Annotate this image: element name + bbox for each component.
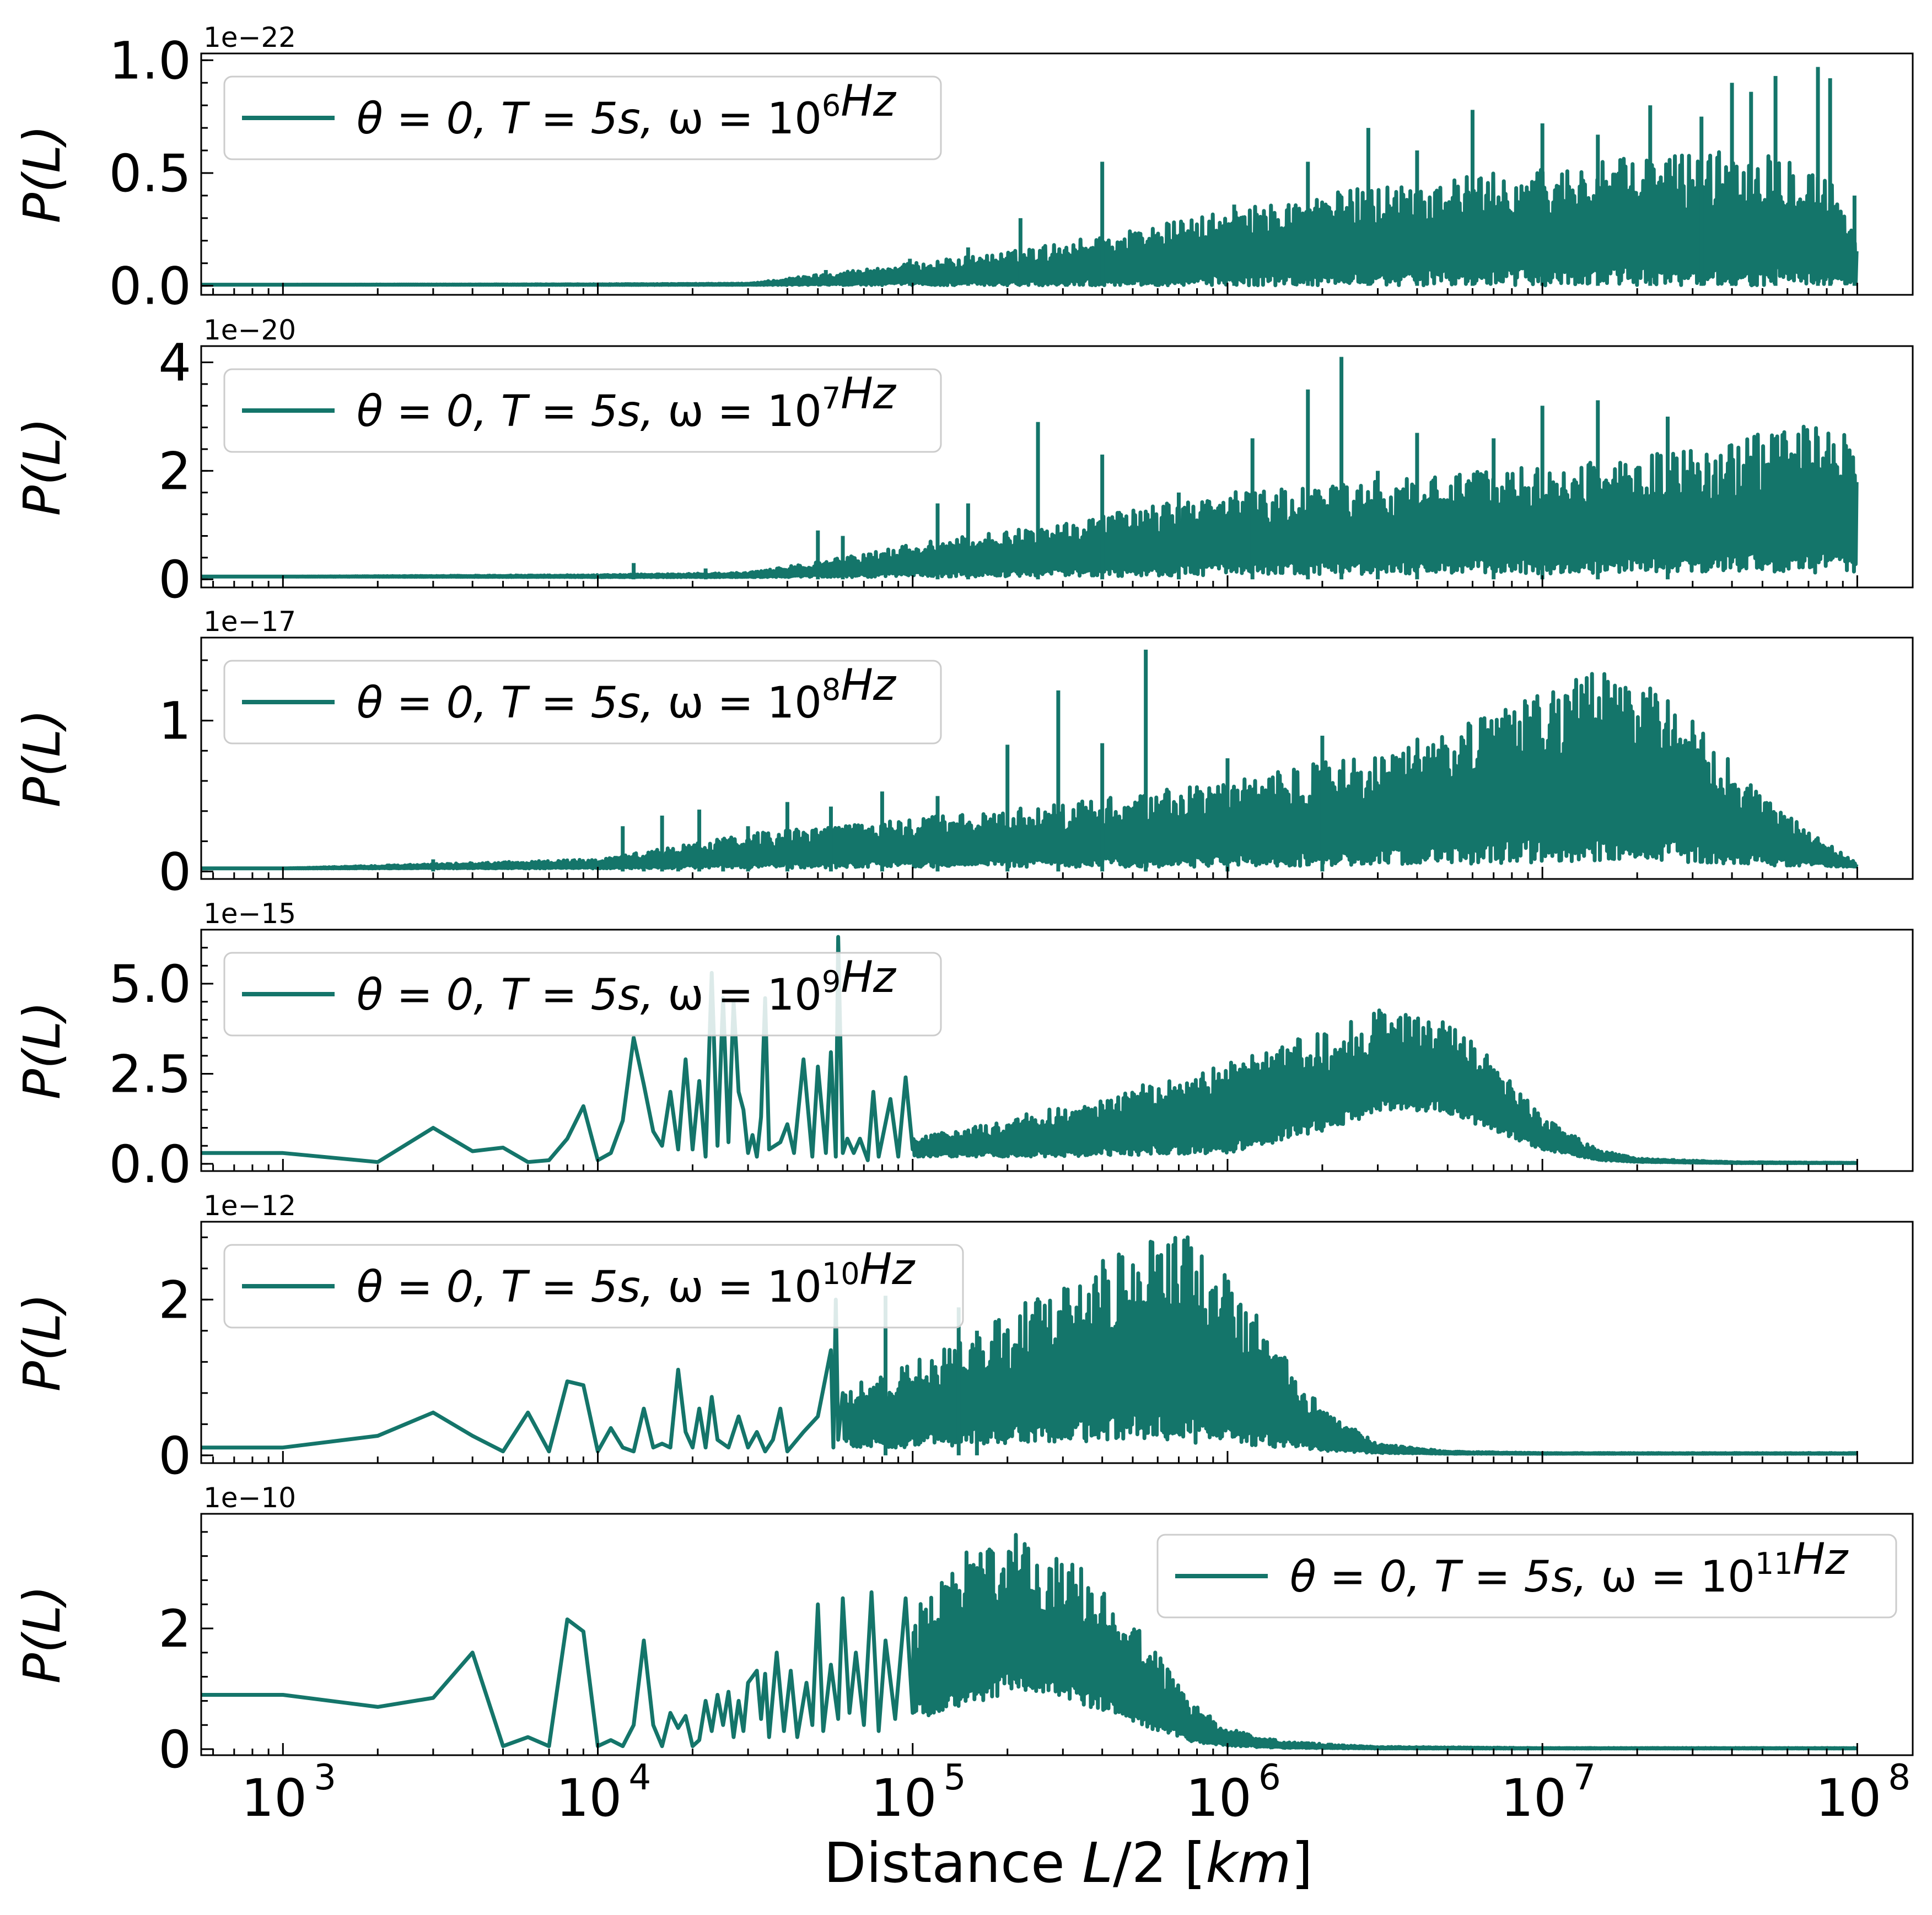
x-tick-label: 10 [871, 1768, 937, 1828]
offset-label: 1e−17 [203, 606, 296, 638]
x-tick-exponent: 8 [1888, 1757, 1911, 1798]
panels-group: 0.0 0.5 1.0 1e−22 P(L) θ = 0, T = 5s, ω = 106… [13, 21, 1914, 1828]
y-axis: 02 [158, 1236, 213, 1486]
panel-4: 0.0 2.5 5.0 1e−15 P(L) θ = 0, T = 5s, ω = 109… [13, 898, 1914, 1195]
legend-box [223, 952, 942, 1037]
x-axis [212, 1451, 1858, 1463]
y-tick-label: 0 [158, 842, 191, 902]
y-tick-label: 4 [158, 333, 191, 393]
series-group [201, 649, 1859, 872]
y-tick-label: 0.0 [109, 257, 192, 317]
legend: θ = 0, T = 5s, ω = 108Hz [223, 660, 942, 745]
x-tick-labels: 10 3 10 4 10 5 10 6 10 7 10 8 [241, 1757, 1911, 1828]
x-tick-label: 10 [1186, 1768, 1252, 1828]
legend-box [1156, 1534, 1897, 1619]
plot-frame [200, 1513, 1914, 1756]
plot-frame [200, 929, 1914, 1172]
series-group [201, 935, 1859, 1166]
x-tick-exponent: 7 [1573, 1757, 1596, 1798]
x-axis-label: Distance L/2 [km] [824, 1831, 1312, 1895]
y-axis: 0.0 2.5 5.0 [109, 929, 213, 1195]
offset-label: 1e−12 [203, 1190, 296, 1222]
legend-box [223, 75, 942, 160]
x-tick-exponent: 6 [1258, 1757, 1281, 1798]
y-tick-label: 1.0 [109, 31, 192, 91]
y-tick-label: 0.0 [109, 1135, 192, 1195]
y-tick-label: 2 [158, 441, 191, 501]
y-axis: 01 [158, 659, 213, 902]
series-line [201, 150, 1859, 288]
offset-label: 1e−22 [203, 21, 296, 53]
series-line [201, 935, 1859, 1166]
plot-frame [200, 1221, 1914, 1464]
x-tick-exponent: 5 [944, 1757, 966, 1798]
plot-frame [200, 636, 1914, 880]
y-tick-label: 0.5 [109, 144, 192, 204]
legend: θ = 0, T = 5s, ω = 109Hz [223, 952, 942, 1037]
y-axis: 02 [158, 1531, 213, 1780]
x-axis [212, 867, 1858, 879]
legend-label: θ = 0, T = 5s, ω = 106Hz [357, 77, 897, 144]
legend-box [223, 660, 942, 745]
offset-label: 1e−20 [203, 314, 296, 346]
series-group [201, 1235, 1859, 1456]
legend-box [223, 1244, 964, 1329]
legend: θ = 0, T = 5s, ω = 107Hz [223, 368, 942, 453]
svg-text:Distance L/2 [km]: Distance L/2 [km] [824, 1831, 1312, 1895]
y-tick-label: 2.5 [109, 1044, 192, 1104]
legend-label: θ = 0, T = 5s, ω = 1011Hz [1290, 1535, 1849, 1602]
y-axis-label: P(L) [13, 418, 72, 516]
x-tick-label: 10 [241, 1768, 307, 1828]
panel-2: 0 2 4 1e−20 P(L) θ = 0, T = 5s, ω = 107Hz [13, 314, 1914, 610]
x-axis [212, 283, 1858, 295]
series-group [201, 67, 1859, 288]
series-line [201, 1235, 1859, 1456]
x-tick-label: 10 [1500, 1768, 1567, 1828]
y-tick-label: 0 [158, 550, 191, 610]
x-tick-label: 10 [1816, 1768, 1882, 1828]
x-tick-label: 10 [556, 1768, 622, 1828]
y-axis-label: P(L) [13, 1001, 72, 1100]
legend-label: θ = 0, T = 5s, ω = 109Hz [357, 953, 897, 1020]
y-tick-label: 0 [158, 1720, 191, 1780]
legend-label: θ = 0, T = 5s, ω = 107Hz [357, 369, 897, 436]
panel-1: 0.0 0.5 1.0 1e−22 P(L) θ = 0, T = 5s, ω = 106… [13, 21, 1914, 317]
y-axis: 0.0 0.5 1.0 [109, 31, 213, 317]
series-line [201, 424, 1859, 579]
x-axis [212, 1743, 1858, 1755]
series-line [201, 1533, 1859, 1751]
x-axis [212, 575, 1858, 587]
x-tick-exponent: 3 [314, 1757, 336, 1798]
legend: θ = 0, T = 5s, ω = 1010Hz [223, 1244, 964, 1329]
series-line [201, 672, 1859, 871]
y-tick-label: 2 [158, 1270, 191, 1330]
y-tick-label: 0 [158, 1426, 191, 1486]
series-group [201, 357, 1859, 580]
y-tick-label: 2 [158, 1599, 191, 1659]
legend: θ = 0, T = 5s, ω = 106Hz [223, 75, 942, 160]
offset-label: 1e−10 [203, 1482, 296, 1514]
legend: θ = 0, T = 5s, ω = 1011Hz [1156, 1534, 1897, 1619]
y-axis-label: P(L) [13, 125, 72, 224]
series-group [201, 1533, 1859, 1751]
y-axis-label: P(L) [13, 709, 72, 808]
x-axis [212, 1159, 1858, 1171]
y-axis-label: P(L) [13, 1293, 72, 1392]
plot-frame [200, 52, 1914, 296]
x-tick-exponent: 4 [629, 1757, 652, 1798]
legend-box [223, 368, 942, 453]
plot-frame [200, 345, 1914, 589]
offset-label: 1e−15 [203, 898, 296, 930]
y-axis: 0 2 4 [158, 333, 213, 610]
y-tick-label: 1 [158, 692, 191, 752]
y-tick-label: 5.0 [109, 954, 192, 1015]
y-axis-label: P(L) [13, 1585, 72, 1684]
legend-label: θ = 0, T = 5s, ω = 1010Hz [357, 1245, 916, 1312]
legend-label: θ = 0, T = 5s, ω = 108Hz [357, 661, 897, 728]
